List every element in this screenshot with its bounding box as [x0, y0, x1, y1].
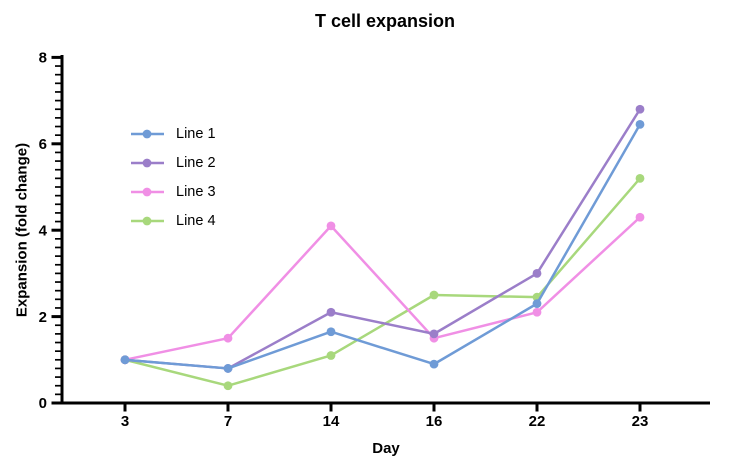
x-tick-label: 23 [632, 413, 649, 430]
series-line-1 [123, 123, 642, 370]
line2-marker-icon [131, 158, 164, 168]
series-2-marker [326, 307, 336, 317]
series-3-marker [532, 307, 542, 317]
legend: Line 1 Line 2 Line 3 Line 4 [130, 124, 216, 231]
y-tick-label: 0 [39, 395, 47, 412]
series-1-marker [120, 355, 130, 365]
y-tick-label: 4 [39, 222, 48, 239]
x-tick-label: 3 [121, 413, 129, 430]
series-3-marker [223, 333, 233, 343]
series-3-marker [326, 221, 336, 231]
series-3-marker [635, 212, 645, 222]
x-tick-label: 14 [323, 413, 340, 430]
y-tick-label: 6 [39, 136, 47, 153]
chart-title: T cell expansion [314, 11, 456, 31]
series-1-marker [429, 359, 439, 369]
series-2-marker [635, 104, 645, 114]
y-tick-label: 2 [39, 309, 47, 326]
line4-marker-icon [131, 216, 164, 226]
series-1-marker [532, 299, 542, 309]
legend-entry-line-3: Line 3 [130, 182, 216, 202]
legend-label-line-2: Line 2 [176, 155, 216, 171]
x-tick-label: 16 [426, 413, 443, 430]
series-1-marker [635, 119, 645, 129]
legend-entry-line-4: Line 4 [130, 211, 216, 231]
line3-marker-icon [131, 187, 164, 197]
series-4-marker [223, 381, 233, 391]
x-tick-label: 22 [529, 413, 546, 430]
series-4-marker [429, 290, 439, 300]
y-axis-label: Expansion (fold change) [13, 142, 31, 318]
x-axis-label: Day [372, 440, 400, 457]
legend-label-line-4: Line 4 [176, 213, 216, 229]
legend-label-line-1: Line 1 [176, 126, 216, 142]
legend-entry-line-2: Line 2 [130, 153, 216, 173]
legend-entry-line-1: Line 1 [130, 124, 216, 144]
y-tick-label: 8 [39, 50, 47, 67]
x-tick-label: 7 [224, 413, 232, 430]
series-4-marker [326, 351, 336, 360]
series-1-marker [326, 327, 336, 337]
series-2-marker [532, 269, 542, 278]
series-1-marker [223, 364, 233, 373]
line1-marker-icon [131, 129, 164, 139]
series-2-marker [429, 329, 439, 339]
legend-label-line-3: Line 3 [176, 184, 216, 200]
series-line-3 [123, 215, 642, 362]
series-line-4 [123, 177, 642, 387]
series-4-marker [635, 173, 645, 183]
